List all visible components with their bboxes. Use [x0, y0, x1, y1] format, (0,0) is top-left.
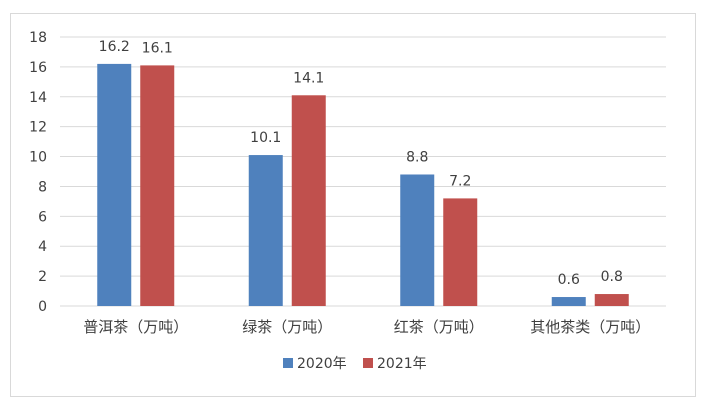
data-label: 0.6	[558, 272, 580, 288]
y-tick-label: 4	[38, 239, 47, 255]
data-label: 8.8	[406, 149, 428, 165]
y-tick-label: 16	[29, 60, 47, 76]
x-tick-label: 其他茶类（万吨）	[530, 318, 650, 336]
y-tick-label: 18	[29, 30, 47, 46]
bar	[594, 294, 629, 306]
legend-swatch	[363, 358, 373, 368]
x-tick-label: 普洱茶（万吨）	[83, 318, 188, 336]
data-label: 16.1	[142, 40, 173, 56]
bar	[140, 65, 175, 307]
x-tick-label: 红茶（万吨）	[394, 318, 484, 336]
y-tick-label: 6	[38, 209, 47, 225]
y-tick-label: 10	[29, 150, 47, 166]
y-tick-label: 14	[29, 90, 47, 106]
legend-label: 2020年	[297, 356, 347, 372]
y-tick-label: 2	[38, 269, 47, 285]
bar	[248, 155, 283, 306]
data-label: 0.8	[601, 269, 623, 285]
bar	[291, 95, 326, 307]
bar	[97, 63, 132, 307]
data-label: 7.2	[449, 173, 471, 189]
y-tick-label: 8	[38, 179, 47, 195]
data-label: 14.1	[293, 70, 324, 86]
data-label: 10.1	[250, 130, 281, 146]
x-tick-label: 绿茶（万吨）	[242, 318, 332, 336]
y-tick-label: 0	[38, 299, 47, 315]
legend-label: 2021年	[377, 356, 427, 372]
bar	[443, 198, 478, 306]
y-tick-label: 12	[29, 120, 47, 136]
legend-swatch	[283, 358, 293, 368]
bar	[400, 174, 435, 306]
data-label: 16.2	[99, 39, 130, 55]
bar	[551, 297, 586, 306]
